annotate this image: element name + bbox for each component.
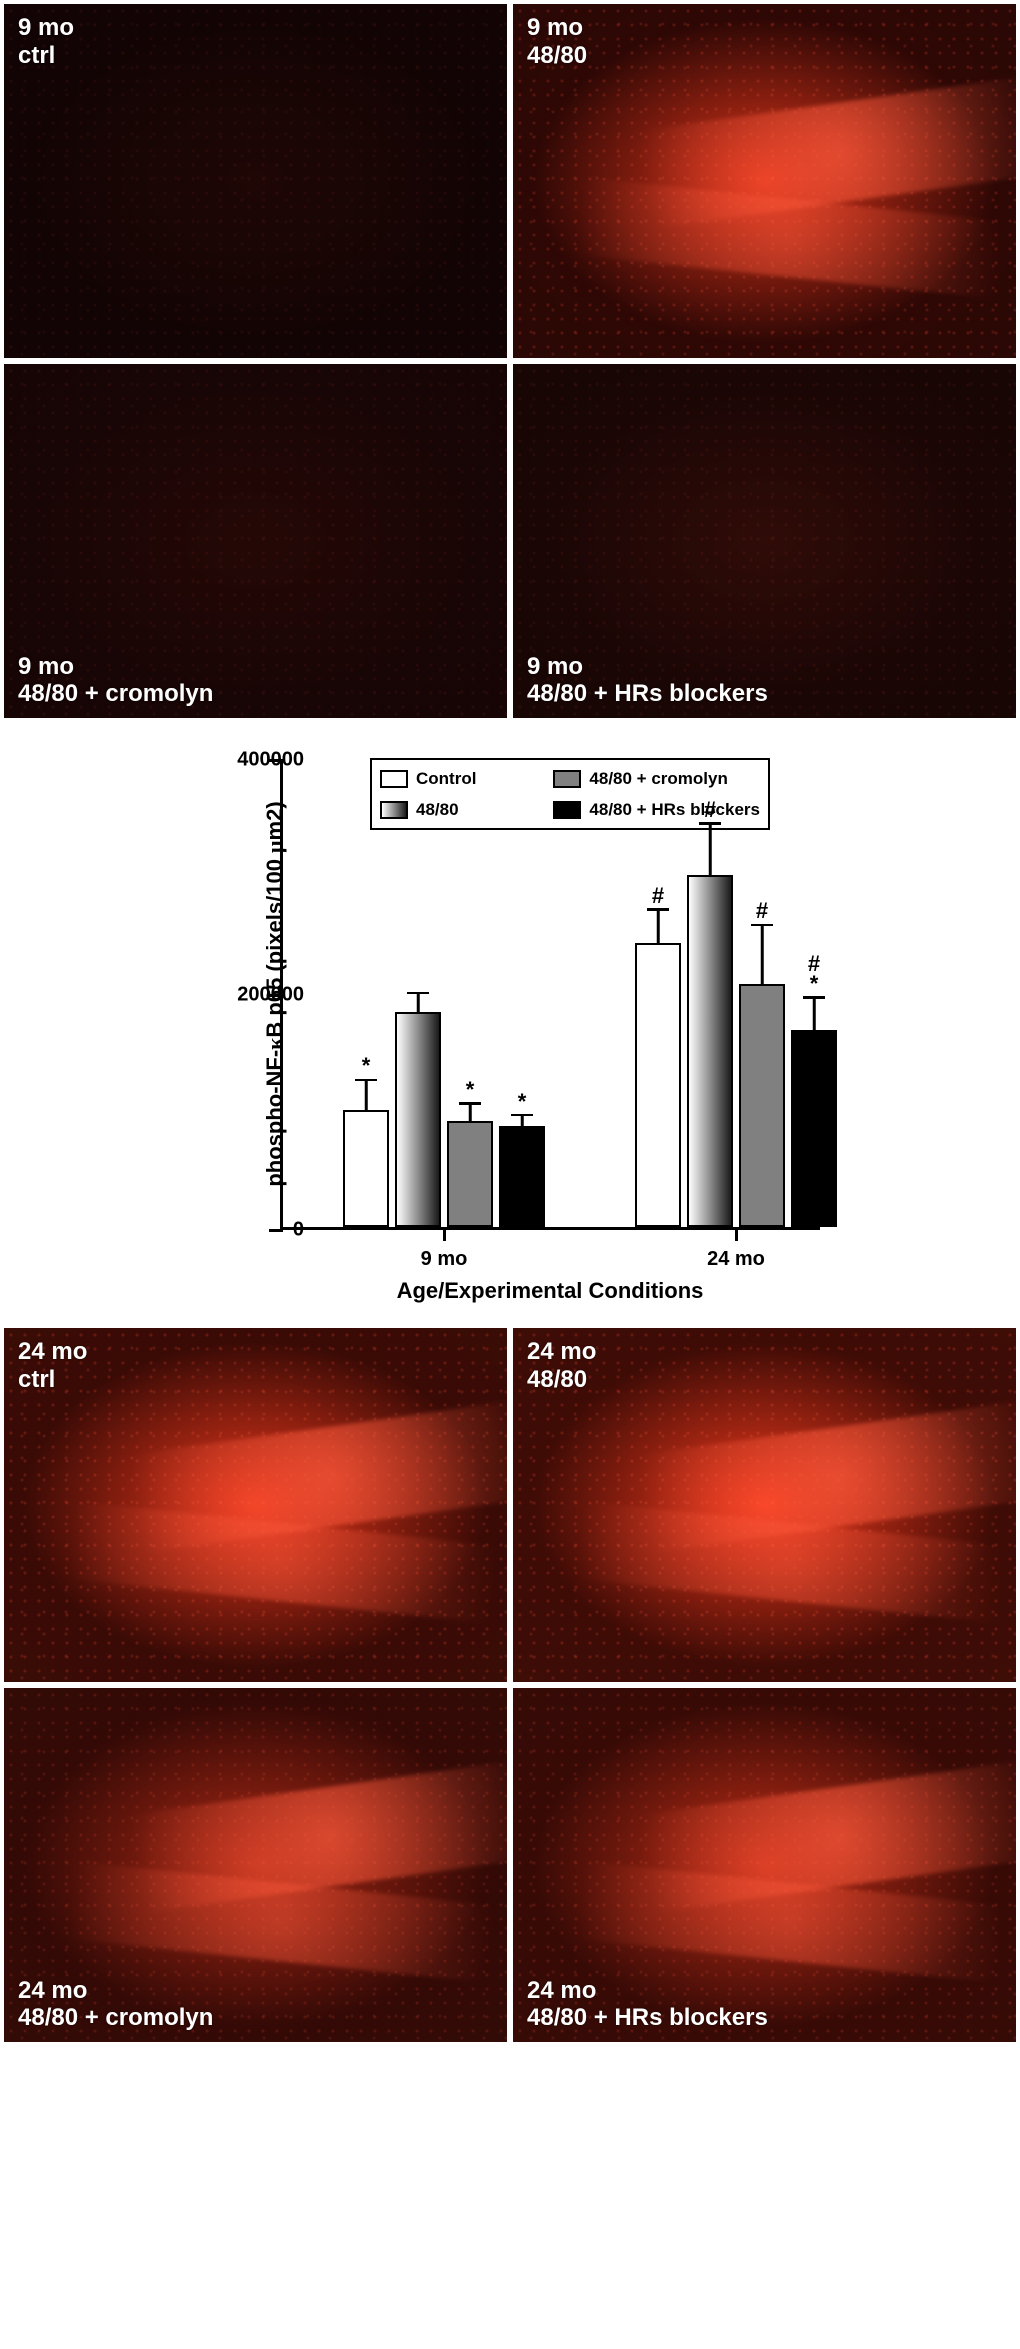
panel-label: 9 mo 48/80	[527, 14, 587, 69]
significance-marker: #	[756, 901, 768, 921]
error-bar	[813, 998, 816, 1030]
y-tick-label: 400000	[204, 749, 304, 772]
significance-marker: *	[518, 1092, 527, 1112]
top-panel-1: 9 mo 48/80	[513, 4, 1016, 358]
x-tick	[735, 1227, 738, 1241]
error-cap	[699, 822, 721, 825]
x-tick-label: 24 mo	[707, 1248, 765, 1271]
top-panel-0: 9 mo ctrl	[4, 4, 507, 358]
error-cap	[511, 1114, 533, 1117]
bottom-image-grid: 24 mo ctrl 24 mo 48/80 24 mo 48/80 + cromo…	[0, 1324, 1020, 2046]
error-bar	[709, 824, 712, 875]
bar-chart: Control48/80 + cromolyn48/8048/80 + HRs …	[160, 750, 860, 1310]
bottom-panel-1: 24 mo 48/80	[513, 1328, 1016, 1682]
panel-label: 24 mo 48/80 + cromolyn	[18, 1977, 213, 2032]
x-tick-label: 9 mo	[421, 1248, 468, 1271]
error-bar	[761, 925, 764, 984]
x-tick	[443, 1227, 446, 1241]
error-bar	[365, 1080, 368, 1109]
panel-label: 9 mo ctrl	[18, 14, 74, 69]
bar	[447, 1121, 493, 1227]
error-bar	[521, 1115, 524, 1126]
bar	[739, 984, 785, 1227]
bar	[791, 1030, 837, 1227]
bottom-panel-3: 24 mo 48/80 + HRs blockers	[513, 1688, 1016, 2042]
panel-label: 9 mo 48/80 + HRs blockers	[527, 653, 768, 708]
error-bar	[417, 993, 420, 1012]
x-axis-label: Age/Experimental Conditions	[280, 1278, 820, 1304]
significance-marker: #	[652, 886, 664, 906]
error-cap	[647, 908, 669, 911]
top-panel-2: 9 mo 48/80 + cromolyn	[4, 364, 507, 718]
error-cap	[803, 996, 825, 999]
figure-root: 9 mo ctrl 9 mo 48/80 9 mo 48/80 + cromolyn…	[0, 0, 1020, 2046]
significance-marker: *	[362, 1056, 371, 1076]
top-image-grid: 9 mo ctrl 9 mo 48/80 9 mo 48/80 + cromolyn…	[0, 0, 1020, 722]
bar	[395, 1012, 441, 1227]
y-tick-label: 0	[204, 1219, 304, 1242]
bar	[635, 943, 681, 1227]
error-cap	[407, 992, 429, 995]
error-cap	[459, 1102, 481, 1105]
significance-marker: #	[704, 800, 716, 820]
y-tick-label: 200000	[204, 984, 304, 1007]
bar	[687, 875, 733, 1228]
panel-label: 24 mo 48/80 + HRs blockers	[527, 1977, 768, 2032]
bottom-panel-0: 24 mo ctrl	[4, 1328, 507, 1682]
panel-label: 9 mo 48/80 + cromolyn	[18, 653, 213, 708]
chart-container: Control48/80 + cromolyn48/8048/80 + HRs …	[0, 722, 1020, 1324]
top-panel-3: 9 mo 48/80 + HRs blockers	[513, 364, 1016, 718]
bottom-panel-2: 24 mo 48/80 + cromolyn	[4, 1688, 507, 2042]
error-cap	[355, 1079, 377, 1082]
error-bar	[469, 1104, 472, 1122]
panel-label: 24 mo 48/80	[527, 1338, 596, 1393]
panel-label: 24 mo ctrl	[18, 1338, 87, 1393]
error-bar	[657, 910, 660, 943]
error-cap	[751, 924, 773, 927]
significance-marker: *	[466, 1080, 475, 1100]
plot-area: phospho-NF-κB p65 (pixels/100 μm2) ***##…	[280, 760, 820, 1230]
bar	[499, 1126, 545, 1227]
bar	[343, 1110, 389, 1228]
significance-marker: #*	[808, 954, 820, 994]
